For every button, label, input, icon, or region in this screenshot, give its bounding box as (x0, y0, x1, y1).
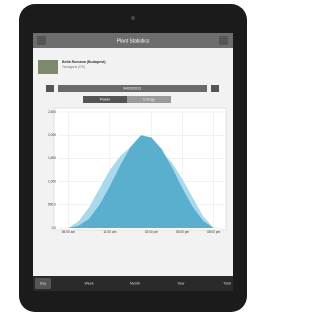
menu-button[interactable] (37, 36, 46, 45)
y-tick-label: 1,000 (48, 179, 56, 183)
plant-thumbnail (38, 60, 58, 74)
y-tick-label: 500.0 (48, 203, 56, 207)
screenshot: Plant Statistics Bella Romana (Budapest)… (0, 0, 265, 316)
x-tick-label: 06:00 am (62, 230, 76, 234)
y-tick-label: 2,000 (48, 133, 56, 137)
y-tick-label: 1,500 (48, 156, 56, 160)
x-tick-label: 08:00 pm (207, 230, 221, 234)
x-tick-label: 05:00 pm (176, 230, 190, 234)
nav-title: Plant Statistics (117, 38, 150, 44)
tab-label[interactable]: Month (130, 281, 140, 285)
tab-label[interactable]: Day (40, 281, 47, 285)
tab-label[interactable]: Year (177, 281, 185, 285)
prev-button[interactable] (46, 85, 54, 92)
y-tick-label: 2,500 (48, 110, 56, 114)
segment-label: Energy (143, 97, 155, 101)
x-tick-label: 02:00 pm (145, 230, 159, 234)
tab-label[interactable]: Total (223, 281, 231, 285)
plant-name: Bella Romana (Budapest) (62, 60, 106, 64)
tab-label[interactable]: Week (84, 281, 93, 285)
plant-location: Tarragona (ES) (62, 65, 85, 69)
camera (131, 16, 135, 20)
y-tick-label: 0.0 (52, 226, 57, 230)
segment-label: Power (100, 97, 111, 101)
share-button[interactable] (219, 36, 228, 45)
x-tick-label: 11:00 am (103, 230, 116, 234)
date-label: 04/03/2013 (123, 86, 141, 90)
next-button[interactable] (211, 85, 219, 92)
